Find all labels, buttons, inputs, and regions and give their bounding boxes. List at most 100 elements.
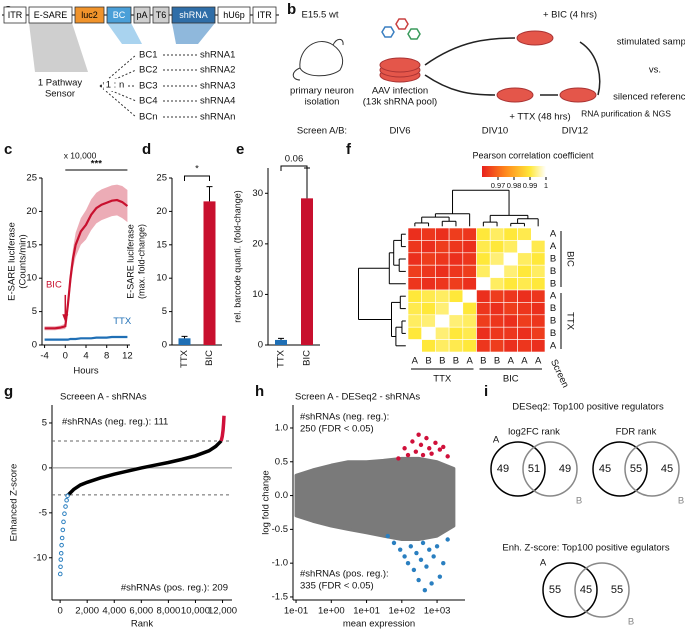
- data-point: [405, 452, 411, 458]
- col-label: A: [521, 356, 528, 367]
- row-label: B: [550, 278, 556, 289]
- screen-label: Screen A/B:: [297, 126, 347, 137]
- chart-title: Screen A - DESeq2 - shRNAs: [295, 392, 420, 403]
- heatmap-cell: [448, 252, 464, 266]
- x-tick-label: 10,000: [181, 606, 210, 617]
- heatmap-cell: [476, 302, 491, 316]
- panel-label: e: [236, 141, 244, 158]
- data-point: [434, 544, 440, 549]
- heatmap-cell: [435, 339, 450, 353]
- significance-label: *: [195, 164, 199, 175]
- heatmap-cell: [407, 227, 422, 241]
- y-tick-label: -1.5: [272, 591, 288, 602]
- shrna-label: shRNA2: [200, 65, 235, 76]
- heatmap-cell: [503, 339, 518, 353]
- infection-label: (13k shRNA pool): [363, 97, 437, 108]
- x-tick-label: 1e+02: [388, 606, 415, 617]
- row-label: B: [550, 254, 556, 265]
- isolation-label: isolation: [305, 97, 340, 108]
- x-tick-label: 1e-01: [284, 606, 308, 617]
- x-tick-label: 12: [122, 351, 133, 362]
- heatmap-cell: [517, 326, 532, 340]
- heatmap-cell: [448, 264, 464, 278]
- heatmap-cell: [407, 264, 422, 278]
- data-point: [418, 557, 424, 562]
- heatmap-cell: [503, 227, 518, 241]
- row-label: A: [550, 291, 557, 302]
- dish: [559, 87, 597, 103]
- y-tick-label: 15: [156, 239, 167, 250]
- annotation: 335 (FDR < 0.05): [300, 581, 374, 592]
- heatmap-cell: [517, 277, 532, 291]
- heatmap-cell: [489, 240, 505, 254]
- y-tick-label: 1.0: [275, 422, 288, 433]
- heatmap-cell: [503, 277, 518, 291]
- x-axis-label: Hours: [73, 366, 99, 377]
- heatmap-cell: [503, 240, 518, 254]
- heatmap-cell: [476, 289, 491, 303]
- heatmap-cell: [517, 302, 532, 316]
- annotation: #shRNAs (pos. reg.):: [300, 569, 389, 580]
- arrow: [424, 74, 496, 96]
- heatmap-cell: [462, 289, 477, 303]
- panel-label: b: [287, 1, 296, 18]
- y-tick-label: 10: [26, 273, 37, 284]
- venn-count: 51: [528, 463, 540, 475]
- venn-b-label: B: [576, 496, 582, 507]
- heatmap-cell: [489, 339, 505, 353]
- y-axis-label: E-SARE luciferase: [125, 224, 135, 299]
- heatmap-cell: [435, 277, 450, 291]
- ratio-bg: [104, 79, 126, 91]
- col-group-label: TTX: [433, 374, 452, 385]
- venn-title: Enh. Z-score: Top100 positive egulators: [502, 543, 669, 554]
- heatmap-cell: [476, 227, 491, 241]
- venn-a: [592, 441, 648, 497]
- venn-b: [522, 441, 578, 497]
- annotation: 250 (FDR < 0.05): [300, 424, 374, 435]
- venn-count: 45: [661, 463, 673, 475]
- colorbar-tick-label: 0.99: [523, 181, 538, 190]
- construct-label: shRNA: [179, 10, 208, 20]
- x-tick-label: 4: [83, 351, 88, 362]
- heatmap-cell: [435, 227, 450, 241]
- data-point: [59, 535, 65, 541]
- heatmap-cell: [489, 289, 505, 303]
- panel-label: g: [4, 383, 13, 400]
- colorbar-tick-label: 0.98: [507, 181, 522, 190]
- panel-label: d: [142, 141, 151, 158]
- venn-a: [490, 441, 546, 497]
- sensor-label: 1 Pathway: [38, 78, 83, 89]
- data-point: [416, 577, 421, 583]
- heatmap-cell: [435, 289, 450, 303]
- data-point: [58, 564, 63, 570]
- barcode-label: BC4: [139, 96, 157, 107]
- construct-element: [133, 6, 151, 24]
- x-tick-label: TTX: [276, 349, 287, 368]
- construct-label: ITR: [8, 10, 23, 20]
- heatmap-cell: [476, 252, 491, 266]
- venn-count: 45: [599, 463, 611, 475]
- virus: [395, 18, 409, 30]
- heatmap-cell: [489, 252, 505, 266]
- construct-element: [3, 6, 27, 24]
- col-group-label: BIC: [503, 374, 519, 385]
- annotation: #shRNAs (neg. reg.):: [300, 412, 389, 423]
- data-point: [437, 447, 443, 452]
- y-axis-label: (max. fold-change): [136, 224, 146, 299]
- row-label: B: [550, 316, 556, 327]
- error-bar: [304, 167, 310, 199]
- x-tick-label: BIC: [204, 350, 215, 366]
- y-tick-label: 25: [26, 173, 37, 184]
- construct-label: T6: [156, 10, 167, 20]
- point-cloud: [294, 456, 456, 542]
- data-point: [402, 446, 407, 451]
- significance-bracket: [184, 175, 210, 181]
- data-point: [427, 547, 432, 552]
- construct-element: [152, 6, 170, 24]
- y-tick-label: 10: [252, 289, 263, 300]
- barcode-label: BC2: [139, 65, 157, 76]
- infection-label: AAV infection: [372, 86, 428, 97]
- x-tick-label: 0: [57, 606, 62, 617]
- heatmap-cell: [530, 240, 546, 254]
- venn-count: 55: [549, 584, 561, 596]
